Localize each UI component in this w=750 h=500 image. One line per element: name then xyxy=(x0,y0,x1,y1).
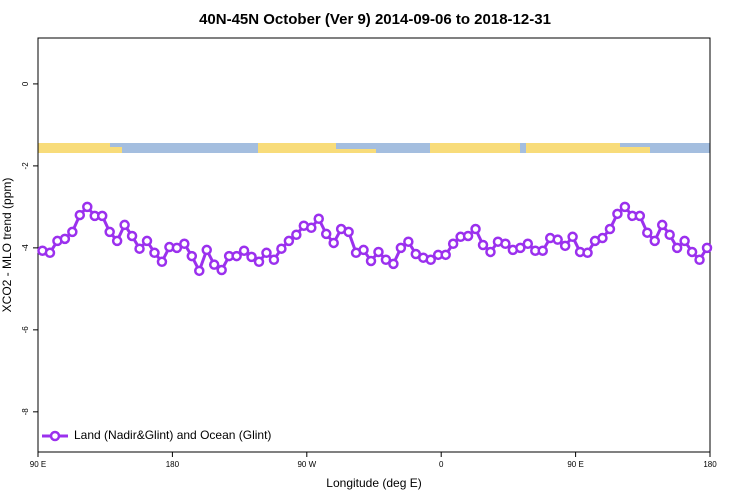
y-tick-label: -4 xyxy=(21,244,30,252)
point xyxy=(59,233,71,245)
point xyxy=(44,247,56,259)
y-tick-label: -2 xyxy=(21,162,30,170)
point xyxy=(694,254,705,266)
point xyxy=(559,240,571,252)
point xyxy=(134,243,145,254)
y-axis-label: XCO2 - MLO trend (ppm) xyxy=(0,178,14,313)
x-tick-label: 0 xyxy=(439,460,444,469)
point xyxy=(171,242,183,254)
point xyxy=(470,223,481,235)
point xyxy=(612,208,623,220)
point xyxy=(395,242,407,254)
point xyxy=(619,201,631,213)
point xyxy=(522,238,534,250)
point xyxy=(656,219,668,231)
point xyxy=(283,235,295,247)
point xyxy=(231,250,242,262)
point xyxy=(119,219,130,231)
point xyxy=(246,251,257,263)
point xyxy=(500,238,511,250)
point xyxy=(388,258,399,270)
point xyxy=(126,230,138,242)
point xyxy=(686,246,698,258)
point xyxy=(485,246,496,258)
land-ocean-strip xyxy=(38,143,710,153)
point xyxy=(149,247,160,259)
point xyxy=(671,242,683,254)
point xyxy=(365,255,377,267)
point xyxy=(253,256,265,268)
point xyxy=(156,256,168,268)
point xyxy=(462,230,474,242)
point xyxy=(477,239,489,251)
legend-marker xyxy=(49,430,61,442)
point xyxy=(261,247,272,259)
legend-label: Land (Nadir&Glint) and Ocean (Glint) xyxy=(74,428,271,442)
x-axis-label: Longitude (deg E) xyxy=(326,476,421,490)
point xyxy=(328,237,339,249)
point xyxy=(268,254,280,266)
x-tick-label: 90 E xyxy=(30,460,46,469)
point xyxy=(582,247,593,259)
x-tick-label: 180 xyxy=(166,460,180,469)
chart-title: 40N-45N October (Ver 9) 2014-09-06 to 20… xyxy=(199,11,551,28)
point xyxy=(320,228,332,240)
point xyxy=(74,209,86,221)
point xyxy=(634,210,646,222)
point xyxy=(642,227,653,238)
point xyxy=(104,226,115,238)
y-tick-label: 0 xyxy=(21,81,30,86)
point xyxy=(373,246,384,258)
point xyxy=(664,229,675,241)
point xyxy=(96,210,108,222)
point xyxy=(111,235,123,247)
point xyxy=(208,259,220,270)
point xyxy=(440,249,451,261)
point xyxy=(313,213,324,225)
y-tick-label: -8 xyxy=(21,408,30,416)
y-tick-label: -6 xyxy=(21,326,30,334)
point xyxy=(67,226,78,238)
point xyxy=(604,223,616,235)
point xyxy=(343,226,354,238)
point xyxy=(447,238,459,250)
point xyxy=(597,232,608,244)
point xyxy=(358,244,369,256)
x-tick-label: 90 E xyxy=(567,460,583,469)
point xyxy=(194,265,205,277)
point xyxy=(141,235,153,247)
point xyxy=(567,231,578,243)
point xyxy=(679,235,690,247)
point xyxy=(306,222,317,234)
point xyxy=(425,254,436,266)
point xyxy=(291,229,302,241)
point xyxy=(216,264,227,276)
point xyxy=(201,244,212,256)
point xyxy=(701,242,713,254)
point xyxy=(552,234,563,245)
point xyxy=(82,201,93,213)
point xyxy=(403,236,414,247)
x-tick-label: 180 xyxy=(703,460,717,469)
point xyxy=(515,242,526,254)
point xyxy=(537,245,548,256)
point xyxy=(186,250,198,262)
point xyxy=(238,245,250,256)
point xyxy=(179,238,190,250)
x-tick-label: 90 W xyxy=(297,460,316,469)
point xyxy=(380,254,392,266)
point xyxy=(276,243,287,254)
point xyxy=(649,235,660,247)
